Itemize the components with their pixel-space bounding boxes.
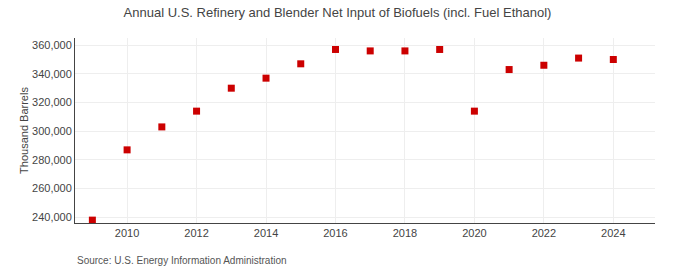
svg-text:2012: 2012: [184, 227, 208, 239]
svg-text:280,000: 280,000: [32, 154, 72, 166]
svg-text:2016: 2016: [323, 227, 347, 239]
svg-text:300,000: 300,000: [32, 125, 72, 137]
svg-text:260,000: 260,000: [32, 182, 72, 194]
svg-text:2010: 2010: [115, 227, 139, 239]
svg-text:340,000: 340,000: [32, 68, 72, 80]
svg-text:Source: U.S. Energy Informatio: Source: U.S. Energy Information Administ…: [77, 255, 287, 266]
svg-text:2014: 2014: [254, 227, 278, 239]
svg-text:2024: 2024: [601, 227, 625, 239]
svg-text:Thousand Barrels: Thousand Barrels: [18, 87, 30, 174]
svg-text:2020: 2020: [462, 227, 486, 239]
svg-text:320,000: 320,000: [32, 96, 72, 108]
svg-text:Annual U.S. Refinery and Blend: Annual U.S. Refinery and Blender Net Inp…: [124, 5, 552, 20]
svg-text:240,000: 240,000: [32, 211, 72, 223]
svg-text:2018: 2018: [393, 227, 417, 239]
svg-text:2022: 2022: [532, 227, 556, 239]
svg-text:360,000: 360,000: [32, 39, 72, 51]
